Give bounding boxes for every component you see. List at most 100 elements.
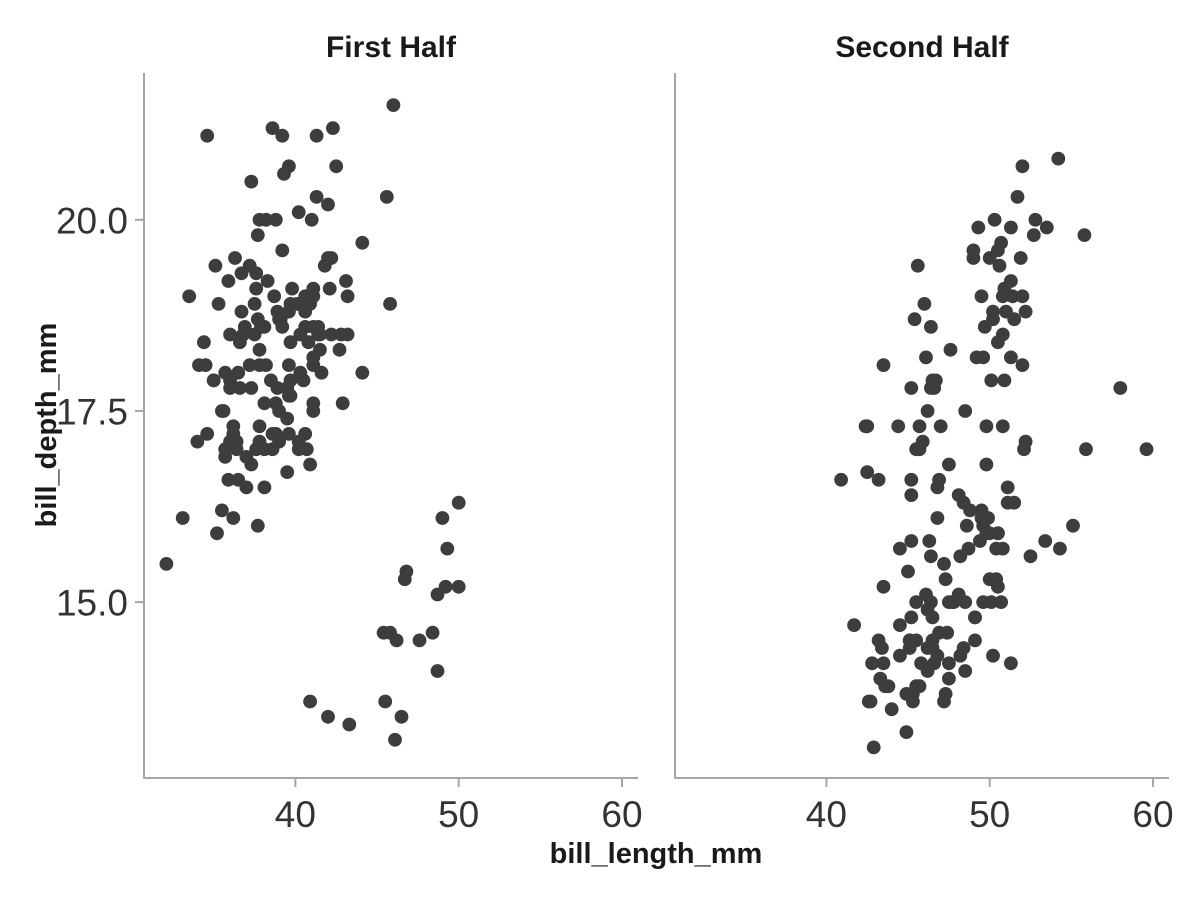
data-point [847, 618, 861, 632]
data-point [200, 427, 215, 441]
data-point [299, 442, 314, 457]
data-point [860, 465, 875, 479]
data-point [285, 281, 299, 296]
data-point [223, 327, 238, 342]
data-point [332, 342, 347, 357]
data-point [283, 388, 298, 403]
data-point [984, 595, 999, 609]
data-point [282, 159, 296, 174]
data-point [912, 442, 927, 457]
data-point [943, 342, 958, 357]
data-point [932, 625, 946, 640]
data-point [275, 320, 290, 334]
data-point [963, 503, 977, 518]
data-point [1018, 304, 1033, 319]
x-axis-title: bill_length_mm [550, 838, 763, 870]
data-point [451, 579, 466, 594]
data-point [388, 732, 402, 747]
data-point [907, 312, 922, 327]
data-point [909, 633, 924, 648]
data-point [215, 503, 229, 518]
data-point [884, 702, 899, 717]
data-point [210, 526, 224, 541]
data-point [244, 174, 259, 189]
data-point [250, 228, 265, 243]
data-point [233, 381, 247, 395]
data-point [956, 641, 971, 655]
data-point [971, 220, 986, 235]
data-point [306, 358, 321, 372]
data-point [252, 342, 267, 357]
data-point [1004, 350, 1018, 365]
data-point [257, 396, 272, 411]
facet-title-first-half: First Half [326, 31, 457, 64]
data-point [282, 358, 296, 372]
data-point [342, 717, 357, 732]
data-point [206, 373, 221, 388]
data-point [275, 128, 290, 143]
data-point [930, 648, 945, 663]
data-point [211, 297, 226, 311]
data-point [298, 289, 313, 304]
data-point [313, 342, 327, 357]
data-point [340, 289, 355, 304]
data-point [304, 212, 319, 227]
data-point [296, 373, 311, 388]
data-point [1026, 228, 1041, 243]
data-point [247, 297, 262, 311]
data-point [986, 312, 1000, 327]
data-point [440, 541, 455, 556]
data-point [991, 579, 1005, 594]
data-point [233, 335, 247, 350]
data-point [322, 281, 337, 296]
data-point [904, 534, 919, 548]
data-point [995, 419, 1010, 434]
data-point [968, 633, 982, 648]
data-point [430, 664, 445, 678]
data-point [244, 457, 259, 472]
data-point [379, 190, 394, 204]
data-point [1015, 159, 1030, 174]
data-point [876, 358, 891, 372]
data-point [1079, 442, 1093, 457]
data-point [834, 472, 848, 487]
data-point [216, 404, 231, 418]
y-tick-label: 20.0 [56, 200, 128, 241]
data-point [910, 258, 925, 273]
data-point [335, 396, 350, 411]
data-point [303, 457, 317, 472]
data-point [981, 511, 995, 525]
data-point [435, 511, 450, 525]
data-point [995, 327, 1010, 342]
data-point [893, 541, 907, 556]
data-point [280, 465, 295, 479]
data-point [306, 404, 321, 418]
data-point [925, 610, 940, 625]
data-point [1038, 534, 1053, 548]
data-point [992, 258, 1007, 273]
data-point [250, 518, 265, 533]
data-point [942, 457, 956, 472]
data-point [979, 457, 994, 472]
data-point [860, 419, 875, 434]
panel-first-half: 40 50 60 20.0 17.5 15.0 [56, 73, 643, 835]
facet-title-second-half: Second Half [835, 31, 1009, 64]
data-point [272, 434, 286, 449]
data-point [324, 327, 339, 342]
data-point [920, 664, 935, 678]
data-point [242, 358, 257, 372]
data-point [218, 365, 233, 380]
data-point [386, 98, 401, 112]
data-point [283, 373, 298, 388]
x-tick-label: 40 [806, 794, 847, 835]
data-point [917, 297, 932, 311]
data-point [919, 350, 933, 365]
data-point [412, 633, 427, 648]
data-point [303, 694, 317, 709]
data-point [984, 373, 999, 388]
data-point [989, 541, 1004, 556]
data-point [182, 289, 197, 304]
data-point [221, 274, 236, 288]
data-point [876, 579, 891, 594]
